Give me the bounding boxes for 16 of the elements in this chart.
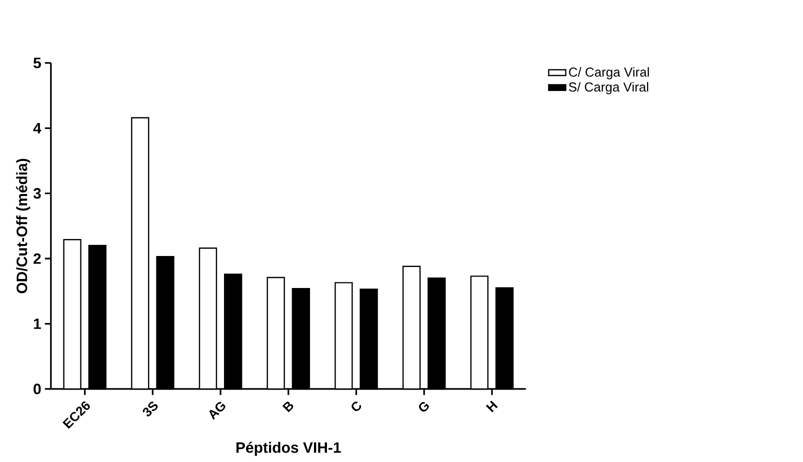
y-tick-label: 2 xyxy=(34,253,41,264)
y-tick-label: 3 xyxy=(33,188,41,199)
x-tick-label: B xyxy=(282,402,294,412)
legend-label: C/ Carga Viral xyxy=(569,67,649,80)
x-axis-title: Péptidos VIH-1 xyxy=(236,442,341,456)
legend-label: S/ Carga Viral xyxy=(568,82,648,94)
x-tick-label: H xyxy=(486,400,498,412)
y-tick-label: 0 xyxy=(34,384,41,394)
y-tick-label: 4 xyxy=(33,123,42,134)
y-tick-label: 5 xyxy=(33,58,41,68)
x-tick-label: AG xyxy=(209,402,226,420)
y-axis-title: OD/Cut-Off (média) xyxy=(16,158,30,294)
x-tick-label: C xyxy=(352,402,362,412)
x-tick-label: G xyxy=(419,402,429,412)
y-tick-label: 1 xyxy=(34,318,41,329)
x-tick-label: 3S xyxy=(142,402,158,416)
